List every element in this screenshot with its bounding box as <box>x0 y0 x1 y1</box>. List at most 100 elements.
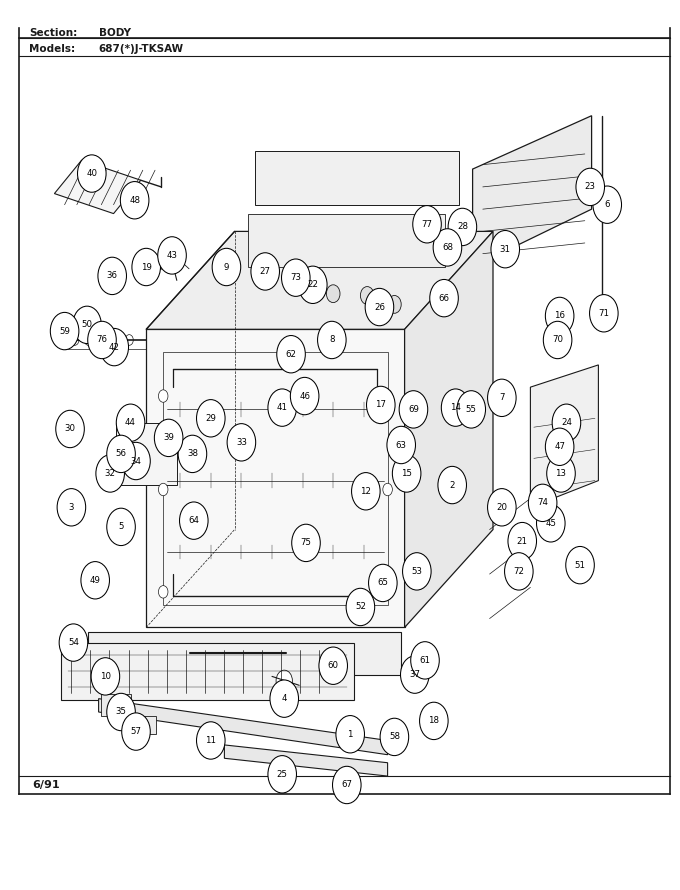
Circle shape <box>448 208 477 246</box>
Text: 68: 68 <box>442 243 453 252</box>
Text: 61: 61 <box>420 656 430 665</box>
Circle shape <box>590 295 618 332</box>
Circle shape <box>325 655 341 676</box>
Circle shape <box>96 455 124 492</box>
Text: 71: 71 <box>598 309 609 318</box>
Circle shape <box>292 524 320 562</box>
Text: 24: 24 <box>561 418 572 427</box>
Circle shape <box>545 297 574 335</box>
Circle shape <box>413 206 441 243</box>
Text: 18: 18 <box>428 716 439 725</box>
Text: 15: 15 <box>401 469 412 478</box>
Text: 19: 19 <box>141 263 152 271</box>
Text: 12: 12 <box>360 487 371 496</box>
Circle shape <box>227 424 256 461</box>
Text: 60: 60 <box>328 661 339 670</box>
Text: 52: 52 <box>355 603 366 611</box>
Text: 4: 4 <box>282 694 287 703</box>
Text: 76: 76 <box>97 336 107 344</box>
Text: Models:: Models: <box>29 44 75 53</box>
Text: 3: 3 <box>69 503 74 512</box>
Text: 75: 75 <box>301 538 311 547</box>
Text: 70: 70 <box>552 336 563 344</box>
Text: 31: 31 <box>500 245 511 254</box>
Text: 23: 23 <box>585 182 596 191</box>
Circle shape <box>126 427 167 481</box>
Circle shape <box>158 237 186 274</box>
Text: 74: 74 <box>537 498 548 507</box>
Circle shape <box>360 287 374 304</box>
Circle shape <box>59 624 88 661</box>
Circle shape <box>488 489 516 526</box>
Circle shape <box>388 295 401 313</box>
Circle shape <box>158 390 168 402</box>
Text: 63: 63 <box>396 441 407 449</box>
Text: 32: 32 <box>105 469 116 478</box>
Text: 55: 55 <box>466 405 477 414</box>
Circle shape <box>528 484 557 522</box>
Text: Section:: Section: <box>29 28 78 38</box>
Circle shape <box>268 389 296 426</box>
Text: 47: 47 <box>554 442 565 451</box>
Circle shape <box>326 285 340 303</box>
Text: 9: 9 <box>224 263 229 271</box>
Text: 56: 56 <box>116 449 126 458</box>
Text: 59: 59 <box>59 327 70 336</box>
Polygon shape <box>224 745 388 776</box>
Text: 29: 29 <box>205 414 216 423</box>
Circle shape <box>383 483 392 496</box>
Circle shape <box>430 279 458 317</box>
Circle shape <box>56 410 84 448</box>
Text: 40: 40 <box>86 169 97 178</box>
Text: 8: 8 <box>329 336 335 344</box>
Text: 57: 57 <box>131 727 141 736</box>
Text: 72: 72 <box>513 567 524 576</box>
Bar <box>248 214 445 267</box>
Circle shape <box>401 656 429 693</box>
Circle shape <box>346 588 375 626</box>
Circle shape <box>566 546 594 584</box>
Text: BODY: BODY <box>99 28 131 38</box>
Text: 10: 10 <box>100 672 111 681</box>
Text: 20: 20 <box>496 503 507 512</box>
Circle shape <box>420 702 448 740</box>
Circle shape <box>352 473 380 510</box>
Circle shape <box>98 257 126 295</box>
Polygon shape <box>146 329 405 627</box>
Circle shape <box>433 229 462 266</box>
Circle shape <box>547 455 575 492</box>
Circle shape <box>491 231 520 268</box>
Text: 27: 27 <box>260 267 271 276</box>
Bar <box>88 632 401 675</box>
Text: 77: 77 <box>422 220 432 229</box>
Circle shape <box>282 259 310 296</box>
Text: 62: 62 <box>286 350 296 359</box>
Circle shape <box>81 562 109 599</box>
Circle shape <box>387 426 415 464</box>
Circle shape <box>251 253 279 290</box>
Text: 6/91: 6/91 <box>33 780 61 790</box>
Text: 65: 65 <box>377 578 388 587</box>
Text: 43: 43 <box>167 251 177 260</box>
Circle shape <box>367 386 395 424</box>
Text: 6: 6 <box>605 200 610 209</box>
Circle shape <box>122 713 150 750</box>
Text: 5: 5 <box>118 522 124 531</box>
Text: 7: 7 <box>499 393 505 402</box>
Circle shape <box>100 328 129 366</box>
Text: 42: 42 <box>109 343 120 352</box>
Circle shape <box>178 435 207 473</box>
Circle shape <box>122 442 150 480</box>
Circle shape <box>383 390 392 402</box>
Circle shape <box>543 321 572 359</box>
Circle shape <box>505 553 533 590</box>
Text: 44: 44 <box>125 418 136 427</box>
Polygon shape <box>405 231 493 627</box>
Polygon shape <box>99 699 388 755</box>
Circle shape <box>180 502 208 539</box>
Text: 34: 34 <box>131 457 141 465</box>
Circle shape <box>457 391 486 428</box>
Circle shape <box>154 419 183 457</box>
Polygon shape <box>473 116 592 267</box>
Bar <box>116 423 177 485</box>
